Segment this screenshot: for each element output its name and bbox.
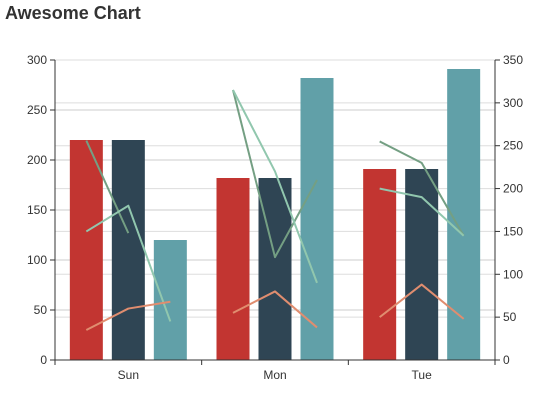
series-line[interactable]	[232, 290, 318, 329]
bar[interactable]	[69, 140, 103, 360]
y-tick-label-left: 0	[40, 353, 47, 367]
bar[interactable]	[300, 78, 334, 360]
series-line[interactable]	[232, 89, 318, 259]
y-tick-label-left: 50	[34, 303, 48, 317]
y-tick-label-left: 200	[27, 153, 47, 167]
series-line[interactable]	[379, 140, 465, 237]
series-line[interactable]	[379, 283, 465, 320]
y-tick-label-right: 50	[503, 310, 517, 324]
y-tick-label-left: 300	[27, 53, 47, 67]
bar[interactable]	[447, 69, 481, 360]
y-tick-label-right: 200	[503, 182, 523, 196]
bar[interactable]	[258, 178, 292, 360]
y-tick-label-right: 150	[503, 224, 523, 238]
bar[interactable]	[363, 169, 397, 360]
y-tick-label-left: 100	[27, 253, 47, 267]
bar[interactable]	[405, 169, 439, 360]
y-tick-label-right: 0	[503, 353, 510, 367]
bar[interactable]	[216, 178, 250, 360]
bar[interactable]	[153, 240, 187, 360]
y-tick-label-right: 250	[503, 139, 523, 153]
x-tick-label: Mon	[263, 368, 286, 382]
chart-title: Awesome Chart	[5, 3, 141, 23]
series-line[interactable]	[232, 89, 318, 284]
x-tick-label: Tue	[412, 368, 433, 382]
y-tick-label-right: 100	[503, 267, 523, 281]
bar[interactable]	[111, 140, 145, 360]
y-tick-label-right: 300	[503, 96, 523, 110]
series-line[interactable]	[379, 187, 465, 237]
series-line[interactable]	[85, 204, 172, 322]
y-tick-label-left: 250	[27, 103, 47, 117]
x-tick-label: Sun	[118, 368, 139, 382]
series-line[interactable]	[85, 300, 171, 331]
y-tick-label-right: 350	[503, 53, 523, 67]
y-tick-label-left: 150	[27, 203, 47, 217]
series-line[interactable]	[85, 140, 130, 234]
